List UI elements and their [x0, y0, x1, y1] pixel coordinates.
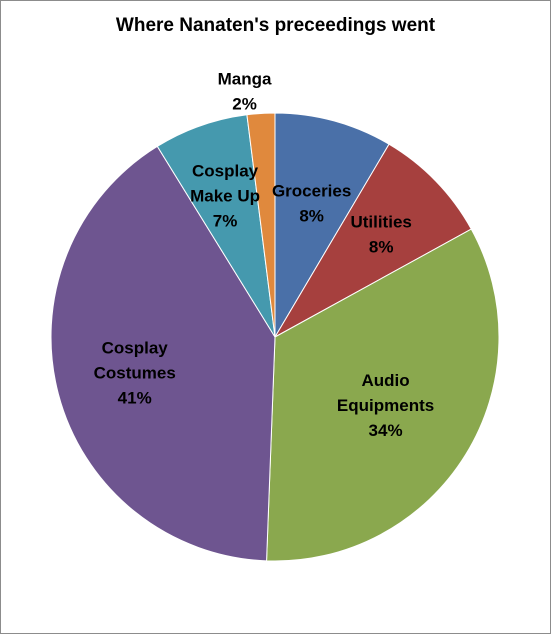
pie-label-utilities: Utilities 8% — [350, 213, 411, 257]
pie-slice-groceries — [274, 112, 390, 339]
pie-label-groceries: Groceries 8% — [272, 182, 351, 226]
pie-slice-utilities — [273, 143, 472, 339]
pie-label-audio-equipments: Audio Equipments 34% — [337, 371, 434, 440]
pie-label-cosplay-make-up: Cosplay Make Up 7% — [190, 161, 260, 230]
pie-label-cosplay-costumes: Cosplay Costumes 41% — [94, 338, 176, 407]
pie-slice-manga — [246, 112, 276, 338]
pie-labels: Groceries 8% Utilities 8% Audio Equipments 34%… — [94, 70, 435, 441]
pie-label-manga: Manga 2% — [218, 70, 272, 114]
pie-slice-cosplay-costumes — [50, 145, 276, 562]
chart-title: Where Nanaten's preceedings went — [115, 15, 436, 36]
pie-slices — [50, 112, 500, 562]
pie-slice-audio-equipments — [266, 228, 500, 562]
